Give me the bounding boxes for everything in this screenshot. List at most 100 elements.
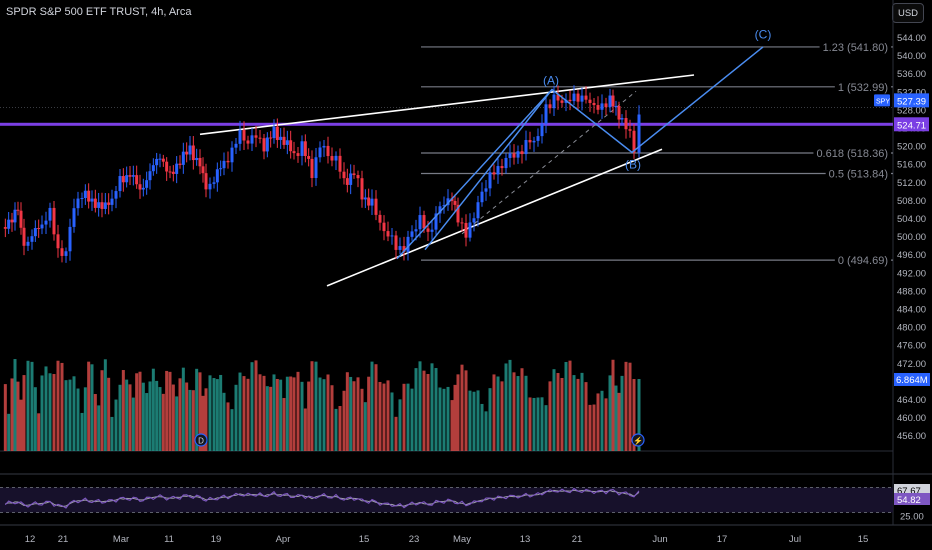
volume-bar [250, 362, 254, 451]
candle-body [418, 215, 422, 230]
candle-body [26, 241, 30, 246]
volume-bar [322, 379, 326, 451]
candle-body [135, 175, 139, 185]
candle-body [107, 202, 111, 205]
price-tick-label: 472.00 [897, 359, 926, 370]
candle-body [16, 209, 20, 211]
dividend-marker-text: D [198, 437, 204, 446]
time-tick-label: Jul [789, 534, 801, 545]
volume-bar [128, 384, 132, 451]
volume-bar [226, 402, 230, 451]
volume-bar [500, 381, 504, 451]
candle-body [492, 172, 496, 175]
fib-label-bg [834, 80, 891, 95]
candle-body [10, 219, 14, 223]
volume-bar [576, 378, 580, 451]
volume-bar [596, 393, 600, 451]
candle-body [410, 231, 414, 237]
candle-body [238, 130, 242, 144]
candle-body [72, 208, 76, 227]
candle-body [390, 235, 394, 237]
wave-label-c: (C) [755, 27, 772, 41]
price-tick-label: 540.00 [897, 51, 926, 62]
volume-bar [314, 361, 318, 451]
candle-body [158, 158, 162, 160]
candle-body [406, 236, 410, 252]
candle-body [614, 105, 618, 107]
price-tick-label: 512.00 [897, 178, 926, 189]
volume-bar [60, 362, 64, 451]
volume-bar [13, 359, 17, 451]
volume-bar [52, 374, 56, 451]
price-tick-label: 508.00 [897, 196, 926, 207]
candle-body [90, 198, 94, 202]
candle-body [37, 228, 41, 230]
candle-body [19, 210, 23, 228]
rsi-line [4, 487, 640, 509]
event-markers[interactable]: D ⚡ [194, 433, 645, 447]
candle-body [145, 180, 149, 188]
candle-body [269, 137, 273, 139]
volume-bar [219, 374, 223, 451]
volume-bar [121, 370, 125, 451]
candle-body [292, 151, 296, 154]
volume-bar [125, 379, 129, 451]
candle-body [100, 202, 104, 209]
candle-body [310, 158, 314, 178]
candle-body [148, 171, 152, 181]
price-axis[interactable]: 544.00540.00536.00532.00528.00524.00520.… [874, 33, 930, 523]
volume-bar [398, 399, 402, 451]
candle-body [374, 198, 378, 215]
candle-body [76, 198, 80, 209]
candle-body [360, 178, 364, 200]
volume-bar [536, 397, 540, 451]
volume-tag [894, 373, 930, 386]
volume-bar [382, 383, 386, 451]
volume-bar [468, 390, 472, 451]
time-tick-label: 21 [572, 534, 583, 545]
candle-body [512, 153, 516, 158]
candle-body [188, 145, 192, 155]
wave-drawing[interactable]: (A) (B) (C) [396, 27, 772, 260]
volume-bar [19, 399, 23, 451]
volume-bar [548, 381, 552, 451]
volume-bar [285, 376, 289, 451]
chart-title: SPDR S&P 500 ETF TRUST, 4h, Arca [6, 6, 192, 18]
price-tick-label: 488.00 [897, 286, 926, 297]
candle-body [234, 143, 238, 148]
volume-bar [460, 364, 464, 451]
volume-bar [26, 360, 30, 451]
candle-body [282, 136, 286, 145]
trendlines[interactable] [199, 74, 695, 287]
candle-body [326, 145, 330, 157]
volume-bar [151, 368, 155, 451]
fibonacci-levels[interactable]: 1.23 (541.80) 1 (532.99) 0.618 (518.36) 0.5… [421, 40, 893, 269]
volume-bar [628, 362, 632, 451]
candle-body [345, 178, 349, 185]
volume-bar [580, 372, 584, 451]
candle-body [394, 235, 398, 250]
candle-body [560, 100, 564, 103]
time-tick-label: 13 [520, 534, 531, 545]
price-tick-label: 484.00 [897, 305, 926, 316]
volume-bar [556, 373, 560, 451]
volume-bar [269, 386, 273, 451]
candle-body [442, 205, 446, 207]
volume-bar [540, 397, 544, 451]
volume-bar [422, 370, 426, 451]
volume-bar [472, 391, 476, 451]
candle-body [484, 188, 488, 192]
candle-body [56, 234, 60, 249]
volume-bar [118, 384, 122, 451]
horizontal-line[interactable] [0, 107, 893, 126]
time-axis[interactable]: 12 21 Mar 11 19 Apr 15 23 May 13 21 Jun 17 Jul 15 [25, 534, 869, 545]
volume-bar [7, 413, 11, 451]
volume-bar [588, 404, 592, 451]
time-tick-label: 19 [211, 534, 222, 545]
candle-body [114, 191, 118, 199]
price-tick-label: 460.00 [897, 413, 926, 424]
candle-body [33, 228, 37, 237]
volume-bar [30, 361, 34, 451]
volume-bar [370, 361, 374, 451]
